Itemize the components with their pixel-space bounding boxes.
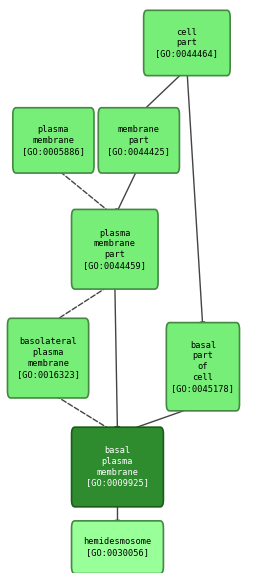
FancyBboxPatch shape: [98, 108, 179, 173]
FancyBboxPatch shape: [7, 319, 89, 398]
FancyBboxPatch shape: [72, 210, 158, 289]
Text: cell
part
[GO:0044464]: cell part [GO:0044464]: [155, 28, 218, 58]
FancyBboxPatch shape: [166, 323, 239, 411]
Text: basal
part
of
cell
[GO:0045178]: basal part of cell [GO:0045178]: [171, 341, 234, 393]
FancyBboxPatch shape: [72, 521, 163, 573]
Text: basal
plasma
membrane
[GO:0009925]: basal plasma membrane [GO:0009925]: [86, 446, 149, 488]
Text: membrane
part
[GO:0044425]: membrane part [GO:0044425]: [107, 125, 170, 156]
Text: plasma
membrane
[GO:0005886]: plasma membrane [GO:0005886]: [22, 125, 85, 156]
Text: hemidesmosome
[GO:0030056]: hemidesmosome [GO:0030056]: [83, 537, 152, 557]
FancyBboxPatch shape: [144, 10, 230, 76]
Text: basolateral
plasma
membrane
[GO:0016323]: basolateral plasma membrane [GO:0016323]: [17, 337, 80, 379]
FancyBboxPatch shape: [13, 108, 94, 173]
FancyBboxPatch shape: [72, 427, 163, 507]
Text: plasma
membrane
part
[GO:0044459]: plasma membrane part [GO:0044459]: [83, 229, 146, 270]
